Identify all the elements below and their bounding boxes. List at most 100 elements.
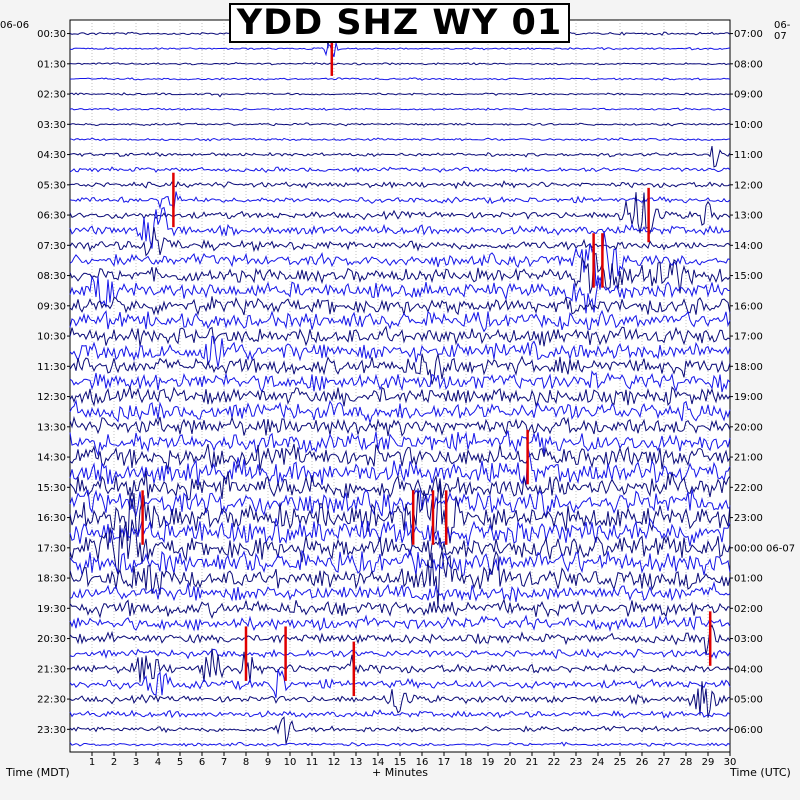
x-tick-label: 3 (133, 757, 139, 768)
trace-row-9 (69, 166, 731, 174)
left-axis-label: Time (MDT) (6, 766, 70, 779)
x-tick-label: 20 (504, 757, 517, 768)
x-axis-label: + Minutes (372, 766, 429, 779)
trace-row-47 (69, 741, 731, 747)
right-tick-label: 19:00 (734, 392, 763, 403)
trace-row-28 (69, 443, 731, 471)
x-tick-label: 28 (680, 757, 693, 768)
end-date-label: 06-07 (774, 20, 791, 42)
trace-row-13 (69, 206, 731, 249)
trace-row-35 (69, 548, 731, 577)
right-tick-label: 12:00 (734, 180, 763, 191)
trace-row-34 (69, 519, 731, 575)
left-tick-label: 18:30 (37, 574, 66, 585)
trace-row-12 (69, 192, 731, 235)
trace-row-45 (69, 709, 731, 719)
trace-row-43 (69, 669, 731, 699)
trace-row-25 (69, 399, 731, 425)
trace-row-38 (69, 598, 731, 619)
left-tick-label: 03:30 (37, 120, 66, 131)
trace-row-10 (69, 180, 731, 190)
right-tick-label: 14:00 (734, 241, 763, 252)
x-tick-label: 9 (265, 757, 271, 768)
left-tick-label: 10:30 (37, 332, 66, 343)
right-tick-label: 01:00 (734, 574, 763, 585)
left-tick-label: 07:30 (37, 241, 66, 252)
right-tick-label: 17:00 (734, 332, 763, 343)
x-tick-label: 21 (526, 757, 539, 768)
x-tick-label: 29 (702, 757, 715, 768)
x-tick-label: 14 (372, 757, 385, 768)
left-tick-label: 06:30 (37, 211, 66, 222)
left-tick-label: 14:30 (37, 453, 66, 464)
left-tick-label: 16:30 (37, 513, 66, 524)
x-tick-label: 16 (416, 757, 429, 768)
right-tick-label: 09:00 (734, 90, 763, 101)
x-tick-label: 25 (614, 757, 627, 768)
right-tick-label: 18:00 (734, 362, 763, 373)
right-tick-label: 21:00 (734, 453, 763, 464)
x-tick-label: 6 (199, 757, 205, 768)
left-tick-label: 11:30 (37, 362, 66, 373)
trace-row-11 (69, 191, 731, 211)
left-tick-label: 04:30 (37, 150, 66, 161)
trace-row-18 (69, 296, 731, 316)
right-axis-label: Time (UTC) (730, 766, 791, 779)
trace-row-40 (69, 624, 731, 656)
x-tick-label: 5 (177, 757, 183, 768)
right-tick-label: 02:00 (734, 604, 763, 615)
chart-title: YDD SHZ WY 01 (229, 3, 570, 43)
start-date-label: 06-06 (0, 20, 30, 31)
left-tick-label: 12:30 (37, 392, 66, 403)
x-tick-label: 27 (658, 757, 671, 768)
left-tick-label: 23:30 (37, 725, 66, 736)
trace-row-21 (69, 335, 731, 368)
x-tick-label: 4 (155, 757, 161, 768)
trace-row-31 (69, 488, 731, 519)
x-tick-label: 24 (592, 757, 605, 768)
x-tick-label: 1 (89, 757, 95, 768)
x-tick-label: 11 (306, 757, 319, 768)
right-tick-label: 22:00 (734, 483, 763, 494)
x-tick-label: 13 (350, 757, 363, 768)
trace-row-37 (69, 581, 731, 602)
x-tick-label: 17 (438, 757, 451, 768)
right-tick-label: 15:00 (734, 271, 763, 282)
left-tick-label: 20:30 (37, 634, 66, 645)
left-tick-label: 01:30 (37, 59, 66, 70)
trace-row-42 (69, 648, 731, 683)
trace-row-2 (69, 62, 731, 66)
left-tick-label: 15:30 (37, 483, 66, 494)
trace-row-26 (69, 415, 731, 437)
trace-row-17 (69, 274, 730, 314)
trace-row-15 (69, 231, 731, 290)
right-tick-label: 03:00 (734, 634, 763, 645)
right-tick-label: 08:00 (734, 59, 763, 70)
trace-row-29 (69, 447, 731, 486)
trace-row-3 (69, 77, 731, 81)
x-tick-label: 18 (460, 757, 473, 768)
trace-row-4 (69, 92, 731, 98)
left-tick-label: 02:30 (37, 90, 66, 101)
trace-row-14 (69, 227, 731, 257)
trace-row-20 (69, 325, 731, 347)
x-tick-label: 10 (284, 757, 297, 768)
right-tick-label: 13:00 (734, 211, 763, 222)
trace-row-8 (69, 146, 731, 168)
x-tick-label: 19 (482, 757, 495, 768)
left-tick-label: 22:30 (37, 695, 66, 706)
trace-row-1 (69, 42, 731, 58)
left-tick-label: 17:30 (37, 543, 66, 554)
left-tick-label: 00:30 (37, 29, 66, 40)
trace-row-24 (69, 386, 731, 408)
left-tick-label: 21:30 (37, 664, 66, 675)
left-tick-label: 19:30 (37, 604, 66, 615)
left-tick-label: 05:30 (37, 180, 66, 191)
x-tick-label: 23 (570, 757, 583, 768)
trace-row-39 (69, 614, 731, 633)
trace-row-5 (69, 107, 730, 111)
left-tick-label: 08:30 (37, 271, 66, 282)
trace-row-6 (69, 122, 731, 127)
